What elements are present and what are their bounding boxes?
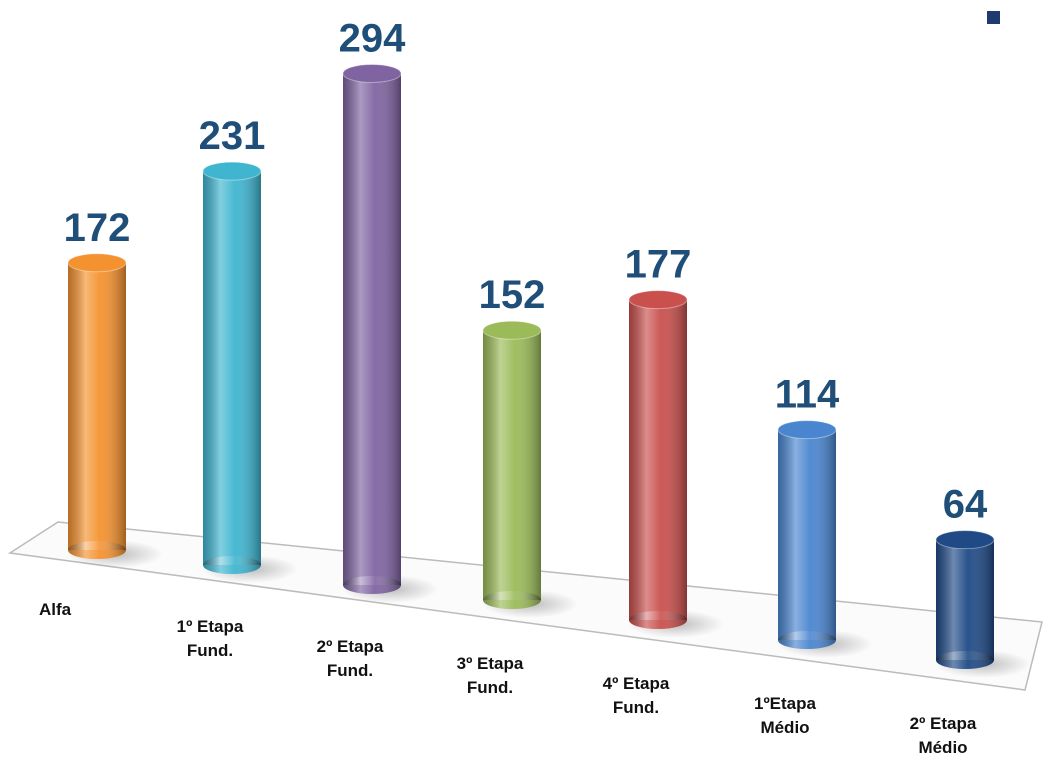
category-label: 3º Etapa Fund. xyxy=(456,654,524,697)
bar-top xyxy=(202,161,262,181)
bar-shade xyxy=(68,262,126,550)
bar-group xyxy=(342,63,402,594)
bar-top xyxy=(628,290,688,310)
bar-group xyxy=(67,253,127,559)
bar-shade xyxy=(778,429,836,640)
bar-top xyxy=(67,253,127,273)
value-label: 177 xyxy=(625,243,692,287)
bar-shade xyxy=(483,330,541,600)
value-label: 294 xyxy=(339,16,406,60)
bar-top xyxy=(482,320,542,340)
bar-shade xyxy=(629,299,687,620)
category-label: 2º Etapa Fund. xyxy=(316,637,384,680)
bar-group xyxy=(628,290,688,629)
value-label: 114 xyxy=(775,373,840,417)
bar-top xyxy=(935,530,995,550)
category-label: 2º Etapa Médio xyxy=(909,714,977,757)
value-label: 64 xyxy=(943,483,988,527)
bar-top xyxy=(342,63,402,83)
category-label: 1ºEtapa Médio xyxy=(754,694,816,737)
bar-group xyxy=(202,161,262,574)
category-label: 4º Etapa Fund. xyxy=(602,674,670,717)
bar-shade xyxy=(936,539,994,660)
bar-group xyxy=(482,320,542,609)
bar-group xyxy=(777,420,837,649)
bar-shade xyxy=(203,171,261,565)
value-label: 231 xyxy=(199,114,266,158)
value-label: 152 xyxy=(479,273,546,317)
legend-square xyxy=(987,11,1000,24)
category-label: Alfa xyxy=(38,600,72,619)
bar-group xyxy=(935,530,995,669)
category-label: 1º Etapa Fund. xyxy=(176,617,244,660)
bar-top xyxy=(777,420,837,440)
bar-shade xyxy=(343,73,401,585)
value-label: 172 xyxy=(64,206,131,250)
